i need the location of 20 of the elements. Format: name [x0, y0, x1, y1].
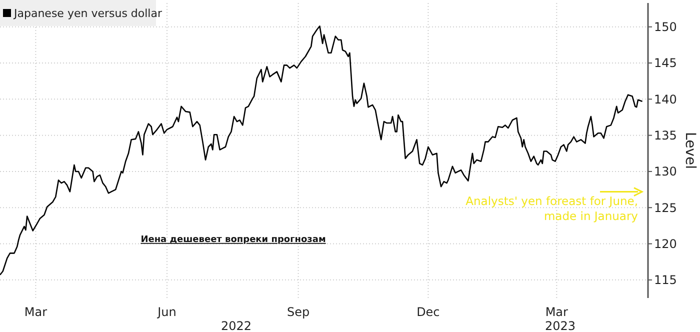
x-tick-label: Jun	[156, 305, 176, 319]
y-tick-label: 130	[654, 164, 677, 179]
x-tick-label: Sep	[286, 305, 310, 319]
y-axis-title: Level	[682, 132, 698, 169]
annotation: Analysts' yen foreast for June, made in January	[466, 194, 638, 223]
line-series	[0, 25, 643, 276]
text: 2023	[544, 319, 576, 332]
x-tick-label: Dec	[416, 305, 440, 319]
text: 2022	[220, 319, 252, 332]
x-tick-label: Mar	[545, 305, 568, 319]
y-tick-label: 140	[654, 92, 677, 106]
y-tick-label: 115	[654, 273, 677, 288]
legend-label: Japanese yen versus dollar	[13, 6, 162, 20]
y-tick-label: 135	[654, 128, 677, 143]
x-tick-label: Mar	[24, 305, 48, 319]
annotation: Иена дешевеет вопреки прогнозам	[140, 234, 326, 245]
y-tick-label: 150	[654, 20, 677, 34]
y-tick-label: 125	[654, 200, 677, 215]
y-tick-label: 145	[654, 56, 677, 70]
y-tick-label: 120	[654, 236, 677, 251]
